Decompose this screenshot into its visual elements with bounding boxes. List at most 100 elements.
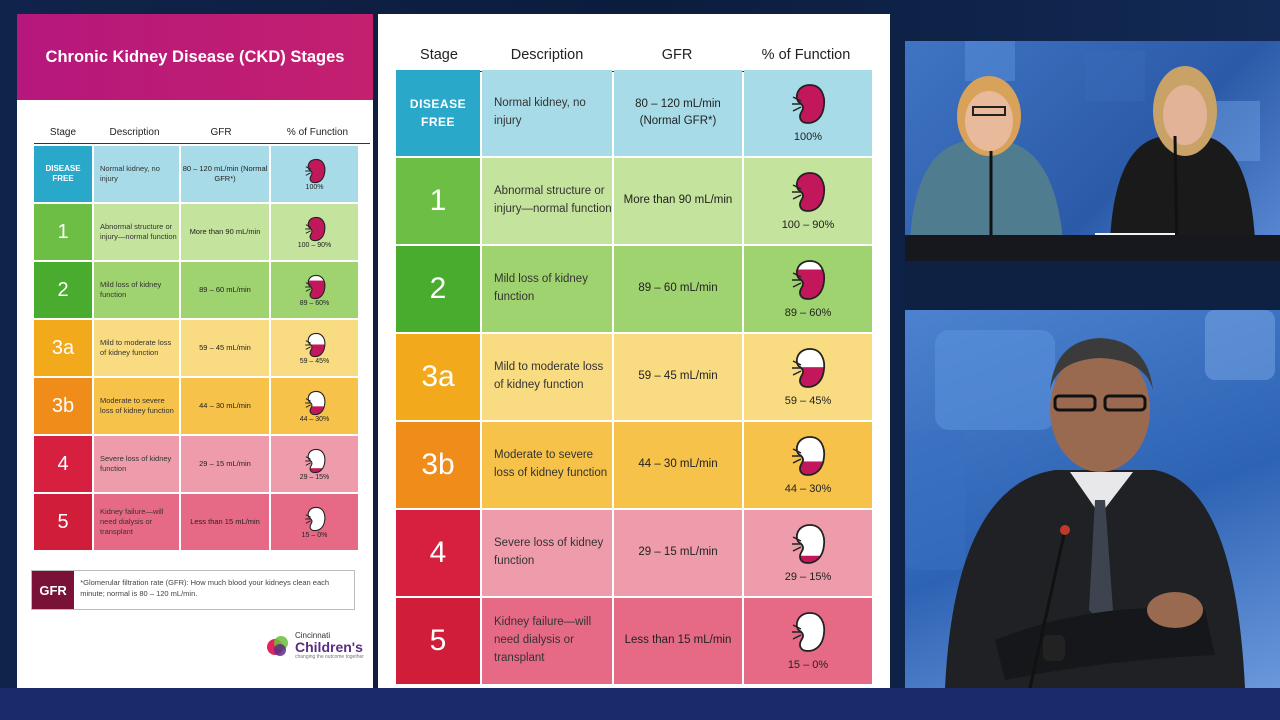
function-cell: 89 – 60% xyxy=(744,246,872,332)
description-cell: Abnormal structure or injury—normal func… xyxy=(94,204,179,260)
single-presenter-icon xyxy=(905,310,1275,688)
stage-cell: DISEASE FREE xyxy=(34,146,92,202)
function-cell: 15 – 0% xyxy=(744,598,872,684)
gfr-cell: 44 – 30 mL/min xyxy=(614,422,742,508)
kidney-icon xyxy=(304,448,325,473)
tile-separator xyxy=(905,261,1280,310)
two-presenters-icon xyxy=(905,41,1260,257)
stage-row: 2 Mild loss of kidney function 89 – 60 m… xyxy=(34,262,370,318)
stage-cell: 2 xyxy=(396,246,480,332)
function-cell: 29 – 15% xyxy=(744,510,872,596)
poster-table: Stage Description GFR % of Function DISE… xyxy=(34,122,370,550)
stage-row: 3a Mild to moderate loss of kidney funct… xyxy=(34,320,370,376)
gfr-label: GFR xyxy=(32,571,75,609)
function-value: 59 – 45% xyxy=(299,357,330,365)
function-cell: 59 – 45% xyxy=(271,320,358,376)
function-cell: 29 – 15% xyxy=(271,436,358,492)
stage-row: 4 Severe loss of kidney function 29 – 15… xyxy=(396,510,872,596)
stage-cell: 5 xyxy=(396,598,480,684)
gfr-definition: *Glomerular filtration rate (GFR): How m… xyxy=(80,578,330,598)
desk xyxy=(905,235,1280,261)
gfr-cell: 44 – 30 mL/min xyxy=(181,378,269,434)
function-cell: 44 – 30% xyxy=(744,422,872,508)
kidney-icon xyxy=(304,332,325,357)
function-cell: 100% xyxy=(271,146,358,202)
main-table-rows: DISEASE FREE Normal kidney, no injury 80… xyxy=(396,70,872,686)
ckd-stages-table: Stage Description GFR % of Function DISE… xyxy=(378,14,890,688)
gfr-cell: 89 – 60 mL/min xyxy=(614,246,742,332)
description-cell: Abnormal structure or injury—normal func… xyxy=(482,158,612,244)
stage-row: 5 Kidney failure—will need dialysis or t… xyxy=(396,598,872,684)
gfr-cell: Less than 15 mL/min xyxy=(181,494,269,550)
stage-row: DISEASE FREE Normal kidney, no injury 80… xyxy=(396,70,872,156)
gfr-cell: More than 90 mL/min xyxy=(181,204,269,260)
cincinnati-childrens-logo: Cincinnati Children's changing the outco… xyxy=(265,631,364,660)
header-stage: Stage xyxy=(49,127,77,138)
bottom-bar xyxy=(0,688,1280,720)
stage-cell: 3a xyxy=(34,320,92,376)
description-cell: Mild loss of kidney function xyxy=(94,262,179,318)
stage-cell: 3b xyxy=(34,378,92,434)
function-cell: 100 – 90% xyxy=(271,204,358,260)
function-value: 89 – 60% xyxy=(299,299,330,307)
stage-cell: 2 xyxy=(34,262,92,318)
function-value: 89 – 60% xyxy=(784,307,832,319)
function-value: 29 – 15% xyxy=(299,473,330,481)
stage-row: 3b Moderate to severe loss of kidney fun… xyxy=(396,422,872,508)
stage-cell: 5 xyxy=(34,494,92,550)
function-cell: 100% xyxy=(744,70,872,156)
kidney-icon xyxy=(304,390,325,415)
description-cell: Moderate to severe loss of kidney functi… xyxy=(482,422,612,508)
gfr-cell: 59 – 45 mL/min xyxy=(614,334,742,420)
stage-cell: 1 xyxy=(34,204,92,260)
description-cell: Normal kidney, no injury xyxy=(482,70,612,156)
function-cell: 100 – 90% xyxy=(744,158,872,244)
function-cell: 44 – 30% xyxy=(271,378,358,434)
stage-row: 3a Mild to moderate loss of kidney funct… xyxy=(396,334,872,420)
header-gfr: GFR xyxy=(661,46,693,63)
poster-title: Chronic Kidney Disease (CKD) Stages xyxy=(45,47,345,66)
stage-cell: 3a xyxy=(396,334,480,420)
kidney-icon xyxy=(792,348,826,388)
kidney-icon xyxy=(792,524,826,564)
kidney-icon xyxy=(304,274,325,299)
description-cell: Mild loss of kidney function xyxy=(482,246,612,332)
function-value: 29 – 15% xyxy=(784,571,832,583)
function-value: 100% xyxy=(793,131,823,143)
header-description: Description xyxy=(109,127,160,138)
stage-cell: 1 xyxy=(396,158,480,244)
stage-row: 1 Abnormal structure or injury—normal fu… xyxy=(34,204,370,260)
logo-line1: Cincinnati xyxy=(295,631,331,640)
description-cell: Moderate to severe loss of kidney functi… xyxy=(94,378,179,434)
gfr-cell: Less than 15 mL/min xyxy=(614,598,742,684)
header-description: Description xyxy=(510,46,584,63)
kidney-icon xyxy=(304,506,325,531)
header-gfr: GFR xyxy=(210,127,232,138)
stage-row: DISEASE FREE Normal kidney, no injury 80… xyxy=(34,146,370,202)
description-cell: Normal kidney, no injury xyxy=(94,146,179,202)
function-value: 15 – 0% xyxy=(787,659,829,671)
gfr-cell: 29 – 15 mL/min xyxy=(181,436,269,492)
video-tile-presenter xyxy=(905,310,1280,688)
description-cell: Mild to moderate loss of kidney function xyxy=(94,320,179,376)
poster-rows: DISEASE FREE Normal kidney, no injury 80… xyxy=(34,146,370,550)
header-function: % of Function xyxy=(286,127,349,138)
function-value: 100 – 90% xyxy=(781,219,835,231)
kidney-icon xyxy=(792,172,826,212)
function-cell: 89 – 60% xyxy=(271,262,358,318)
description-cell: Kidney failure—will need dialysis or tra… xyxy=(482,598,612,684)
gfr-definition-box: GFR *Glomerular filtration rate (GFR): H… xyxy=(31,570,355,610)
function-value: 44 – 30% xyxy=(299,415,330,423)
logo-line3: changing the outcome together xyxy=(295,654,364,660)
stage-cell: 4 xyxy=(34,436,92,492)
kidney-icon xyxy=(792,84,826,124)
function-value: 59 – 45% xyxy=(784,395,832,407)
header-function: % of Function xyxy=(761,46,851,63)
gfr-cell: 59 – 45 mL/min xyxy=(181,320,269,376)
poster-table-header: Stage Description GFR % of Function xyxy=(34,122,370,144)
header-stage: Stage xyxy=(420,46,458,63)
kidney-icon xyxy=(792,260,826,300)
main-table-header: Stage Description GFR % of Function xyxy=(396,38,870,72)
function-cell: 15 – 0% xyxy=(271,494,358,550)
stage-cell: DISEASE FREE xyxy=(396,70,480,156)
